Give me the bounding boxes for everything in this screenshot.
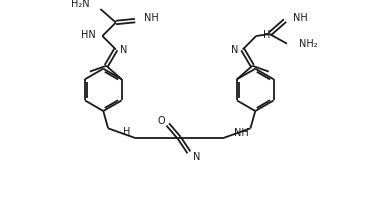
Text: O: O <box>157 116 165 126</box>
Text: NH₂: NH₂ <box>300 39 318 49</box>
Text: NH: NH <box>144 13 159 23</box>
Text: H: H <box>263 30 270 40</box>
Text: H: H <box>123 127 130 137</box>
Text: N: N <box>120 45 127 55</box>
Text: H₂N: H₂N <box>71 0 90 9</box>
Text: HN: HN <box>81 30 95 40</box>
Text: N: N <box>193 152 200 162</box>
Text: NH: NH <box>234 128 249 138</box>
Text: N: N <box>232 45 239 55</box>
Text: NH: NH <box>293 13 307 23</box>
